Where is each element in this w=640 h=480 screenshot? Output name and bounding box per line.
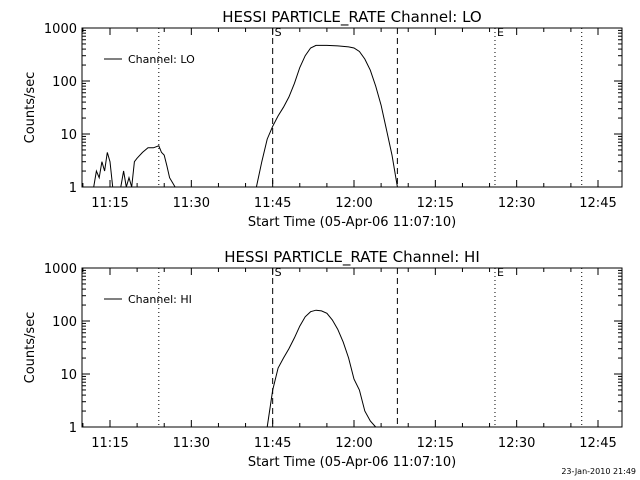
y-axis-label: Counts/sec (23, 312, 38, 384)
series-line (93, 152, 114, 188)
y-tick-label: 10 (60, 128, 77, 143)
x-tick-label: 12:00 (335, 436, 372, 451)
y-tick-label: 10 (60, 368, 77, 383)
plot-frame (81, 267, 623, 428)
plot-title: HESSI PARTICLE_RATE Channel: LO (222, 8, 481, 27)
series-line (120, 145, 176, 188)
x-tick-label: 12:45 (579, 196, 616, 211)
x-tick-label: 11:45 (254, 196, 291, 211)
legend-label: Channel: HI (128, 293, 192, 306)
x-axis-label: Start Time (05-Apr-06 11:07:10) (248, 215, 456, 230)
marker-label: E (497, 266, 504, 279)
series-line (266, 309, 377, 428)
marker-label: E (497, 26, 504, 39)
x-tick-label: 12:30 (498, 436, 535, 451)
marker-label: S (275, 26, 282, 39)
x-tick-label: 11:30 (173, 436, 210, 451)
series-line (255, 44, 398, 188)
y-tick-label: 1 (69, 181, 77, 196)
y-tick-label: 1 (69, 421, 77, 436)
x-tick-label: 11:30 (173, 196, 210, 211)
x-tick-label: 12:45 (579, 436, 616, 451)
y-tick-label: 100 (52, 315, 77, 330)
x-axis-label: Start Time (05-Apr-06 11:07:10) (248, 455, 456, 470)
x-tick-label: 12:00 (335, 196, 372, 211)
plot-title: HESSI PARTICLE_RATE Channel: HI (224, 248, 480, 267)
x-tick-label: 12:15 (417, 436, 454, 451)
x-tick-label: 11:45 (254, 436, 291, 451)
x-tick-label: 11:15 (91, 196, 128, 211)
y-tick-label: 1000 (44, 22, 77, 37)
y-tick-label: 100 (52, 75, 77, 90)
legend-label: Channel: LO (128, 53, 195, 66)
x-tick-label: 11:15 (91, 436, 128, 451)
y-tick-label: 1000 (44, 262, 77, 277)
marker-label: S (275, 266, 282, 279)
y-axis-label: Counts/sec (23, 72, 38, 144)
x-tick-label: 12:30 (498, 196, 535, 211)
footer-timestamp: 23-Jan-2010 21:49 (561, 467, 636, 476)
x-tick-label: 12:15 (417, 196, 454, 211)
plot-frame (81, 27, 623, 188)
